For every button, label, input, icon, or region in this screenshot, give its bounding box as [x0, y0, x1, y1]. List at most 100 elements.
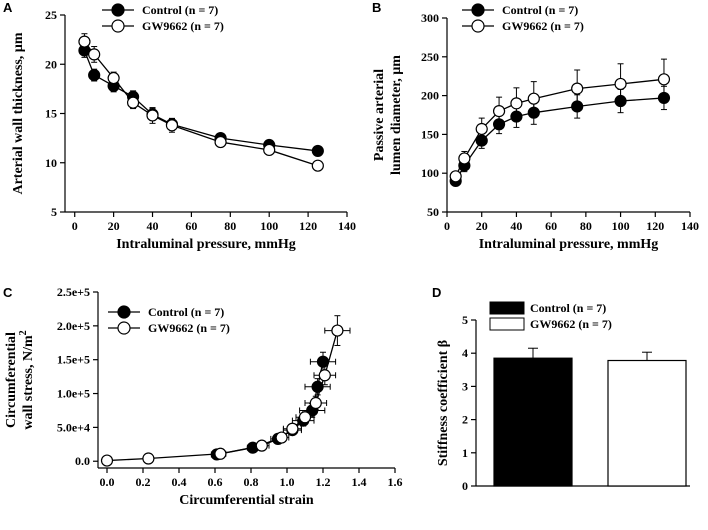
panel-a-x-tick-label: 120 [299, 219, 317, 233]
panel-c-y-tick-label: 1.0e+5 [57, 387, 90, 401]
panel-b-x-tick-label: 20 [476, 219, 488, 233]
panel-b-legend-label: GW9662 (n = 7) [502, 19, 584, 33]
panel-c-y-label-text: wall stress, N/m [21, 335, 36, 430]
panel-b-x-tick-label: 120 [646, 219, 664, 233]
panel-c-legend-label: GW9662 (n = 7) [148, 321, 230, 335]
panel-b-y-tick-label: 200 [421, 89, 439, 103]
panel-b-control-point [475, 134, 488, 147]
panel-c-gw9662-point [275, 431, 288, 444]
panel-b-x-tick-label: 140 [681, 219, 699, 233]
panel-b-gw9662-point [475, 122, 488, 136]
panel-b-legend-marker [471, 19, 485, 33]
panel-a-y-tick-label: 15 [45, 107, 57, 121]
panel-c-x-tick-label: 0.8 [244, 475, 259, 489]
panel-a-gw9662-point [311, 159, 324, 172]
panel-c-legend-marker [117, 305, 131, 319]
panel-d-y-tick-label: 5 [462, 313, 468, 327]
panel-c-control-point [311, 380, 324, 393]
panel-b-control-point [492, 118, 506, 131]
panel-c-gw9662-point [286, 422, 299, 435]
panel-b-gw9662-point [527, 92, 540, 105]
panel-a-letter: A [3, 0, 13, 15]
panel-c-x-tick-label: 0.2 [136, 475, 151, 489]
panel-a-control-point [311, 144, 324, 158]
panel-b-control-point [657, 91, 671, 105]
panel-b-control-point [614, 94, 627, 108]
panel-c-x-tick-label: 1.4 [352, 475, 367, 489]
panel-b-gw9662-point [492, 105, 506, 118]
panel-c-y-tick-label: 2.5e+5 [57, 285, 90, 299]
panel-a-x-tick-label: 20 [108, 219, 120, 233]
panel-a-gw9662-point [146, 109, 159, 122]
panel-c-x-label: Circumferential strain [179, 493, 314, 508]
panel-b-x-tick-label: 0 [444, 219, 450, 233]
panel-a-gw9662-point [107, 71, 120, 85]
panel-b-legend-marker [471, 3, 485, 17]
panel-b-y-tick-label: 150 [421, 127, 439, 141]
panel-a-y-tick-label: 10 [45, 156, 57, 170]
panel-c-legend-marker [117, 321, 131, 335]
panel-c-gw9662-point [309, 396, 322, 410]
panel-a-y-tick-label: 25 [45, 8, 57, 22]
panel-a-x-tick-label: 0 [72, 219, 78, 233]
panel-c-x-tick-label: 1.2 [316, 475, 331, 489]
panel-c-gw9662-point [142, 452, 155, 465]
panel-b-gw9662-point [458, 152, 471, 165]
panel-d-bar-control [493, 357, 573, 487]
panel-b-y-label-line1: Passive arterial [372, 69, 387, 161]
panel-a-x-tick-label: 60 [185, 219, 197, 233]
panel-c-y-tick-label: 2.0e+5 [57, 319, 90, 333]
panel-b-y-tick-label: 100 [421, 166, 439, 180]
panel-c-legend-label: Control (n = 7) [148, 305, 224, 319]
panel-a-y-tick-label: 20 [45, 57, 57, 71]
panel-c-x-tick-label: 0.6 [208, 475, 223, 489]
panel-c-gw9662-point [318, 369, 331, 382]
panel-a-x-label: Intraluminal pressure, mmHg [116, 237, 296, 252]
panel-a-x-tick-label: 100 [260, 219, 278, 233]
panel-d-y-tick-label: 3 [462, 379, 468, 393]
panel-b-x-tick-label: 60 [545, 219, 557, 233]
panel-c-gw9662-point [255, 439, 268, 452]
panel-b-control-point [510, 110, 523, 123]
panel-c-gw9662-point [100, 454, 114, 467]
panel-d-letter: D [432, 285, 441, 300]
panel-a-gw9662-point [126, 96, 140, 109]
panel-b-gw9662-point [571, 82, 584, 95]
panel-b-y-tick-label: 300 [421, 11, 439, 25]
panel-d-legend-swatch [489, 317, 525, 331]
panel-c-y-tick-label: 5.0e+4 [57, 420, 90, 434]
panel-a-gw9662-point [214, 135, 227, 149]
panel-b-gw9662-point [449, 170, 462, 183]
panel-b: B 0 20 40 60 80 100 120 140 50 100 150 200 250 300 Intr… [372, 0, 699, 252]
panel-a-gw9662-point [78, 35, 91, 48]
panel-a-y-label: Arterial wall thickness, µm [11, 32, 26, 194]
panel-c-x-tick-label: 0.4 [172, 475, 187, 489]
panel-c-letter: C [3, 285, 13, 300]
panel-c-gw9662-point [298, 411, 312, 424]
panel-c-gw9662-point [331, 324, 344, 337]
panel-b-y-tick-label: 50 [427, 205, 439, 219]
panel-b-gw9662-point [657, 73, 671, 86]
panel-a: A 0 20 40 60 80 100 120 140 5 10 15 20 25 Intraluminal… [3, 0, 356, 252]
panel-d-y-tick-label: 4 [462, 346, 468, 360]
panel-c-y-label-superscript: 2 [18, 330, 29, 335]
panel-a-y-tick-label: 5 [51, 205, 57, 219]
panel-a-legend-label: Control (n = 7) [142, 3, 218, 17]
panel-b-gw9662-point [510, 97, 523, 110]
panel-c-x-tick-label: 1.6 [388, 475, 403, 489]
panel-d-y-tick-label: 2 [462, 413, 468, 427]
panel-c-x-tick-label: 1.0 [280, 475, 295, 489]
panel-c-control-point [316, 355, 330, 368]
panel-a-control-point [88, 68, 101, 82]
panel-c-y-label-line2: wall stress, N/m2 [18, 330, 36, 429]
panel-b-y-tick-label: 250 [421, 50, 439, 64]
panel-b-x-tick-label: 80 [580, 219, 592, 233]
panel-a-x-tick-label: 40 [147, 219, 159, 233]
panel-c-gw9662-point [214, 447, 227, 460]
panel-d-legend-label: Control (n = 7) [530, 301, 606, 315]
panel-d-y-label: Stiffness coefficient β [436, 340, 451, 466]
panel-d-legend-label: GW9662 (n = 7) [530, 317, 612, 331]
panel-a-gw9662-point [263, 143, 276, 157]
panel-a-gw9662-point [165, 119, 179, 132]
